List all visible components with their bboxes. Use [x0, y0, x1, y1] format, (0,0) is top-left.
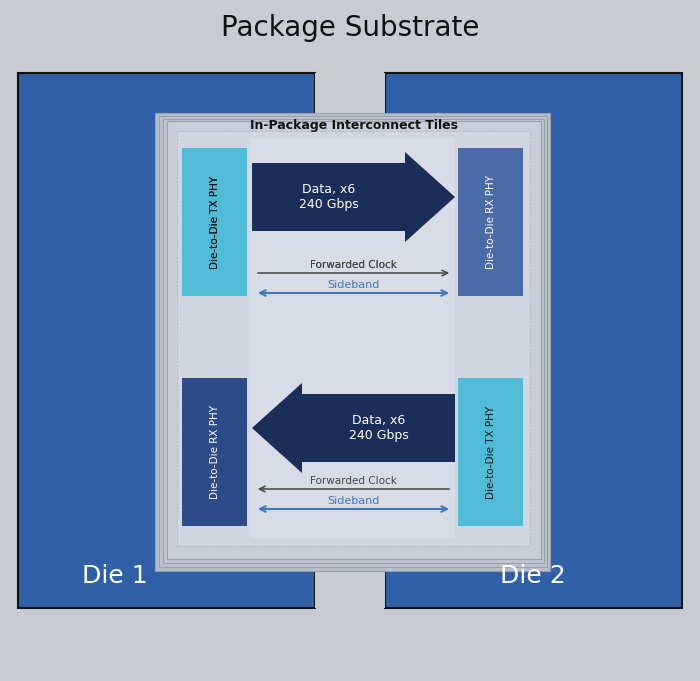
Bar: [167, 121, 541, 559]
Bar: [458, 378, 523, 526]
Text: Die 2: Die 2: [500, 564, 566, 588]
Text: In-Package Interconnect Tiles: In-Package Interconnect Tiles: [250, 118, 458, 131]
Text: Die-to-Die TX PHY: Die-to-Die TX PHY: [209, 176, 220, 268]
FancyArrow shape: [252, 152, 455, 242]
Bar: [250, 138, 455, 538]
Bar: [182, 378, 247, 526]
Bar: [385, 73, 682, 608]
Text: Die-to-Die RX PHY: Die-to-Die RX PHY: [486, 175, 496, 269]
Text: Forwarded Clock: Forwarded Clock: [310, 260, 397, 270]
Bar: [315, 73, 385, 608]
Text: Die-to-Die RX PHY: Die-to-Die RX PHY: [209, 405, 220, 499]
Text: Forwarded Clock: Forwarded Clock: [310, 476, 397, 486]
Text: Data, x6
240 Gbps: Data, x6 240 Gbps: [349, 414, 408, 442]
Bar: [458, 148, 523, 296]
Bar: [163, 119, 544, 563]
Text: Sideband: Sideband: [328, 496, 379, 506]
Bar: [177, 131, 530, 546]
Text: Forwarded Clock: Forwarded Clock: [310, 260, 397, 270]
FancyArrow shape: [252, 383, 455, 473]
Text: Package Substrate: Package Substrate: [220, 14, 480, 42]
Bar: [18, 73, 315, 608]
Text: Data, x6
240 Gbps: Data, x6 240 Gbps: [299, 183, 358, 211]
Bar: [159, 116, 547, 567]
Text: Die 1: Die 1: [82, 564, 148, 588]
Bar: [182, 148, 247, 296]
Text: Die-to-Die TX PHY: Die-to-Die TX PHY: [209, 176, 220, 268]
Bar: [155, 113, 550, 571]
Text: Sideband: Sideband: [328, 280, 379, 290]
Text: Die-to-Die TX PHY: Die-to-Die TX PHY: [486, 405, 496, 498]
